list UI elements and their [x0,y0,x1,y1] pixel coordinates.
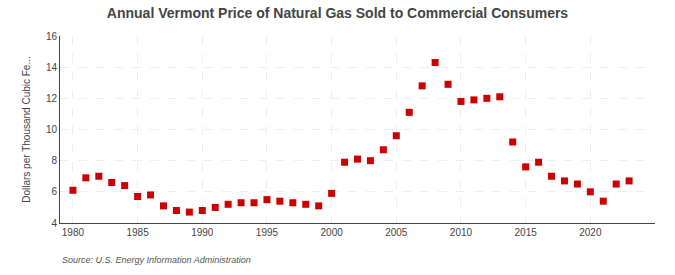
svg-text:2015: 2015 [515,227,538,238]
svg-text:14: 14 [46,62,58,73]
svg-text:Source: U.S. Energy Informatio: Source: U.S. Energy Information Administ… [62,255,251,265]
svg-text:1990: 1990 [191,227,214,238]
svg-text:10: 10 [46,124,58,135]
svg-text:16: 16 [46,31,58,42]
svg-text:2010: 2010 [450,227,473,238]
svg-text:2005: 2005 [385,227,408,238]
svg-text:1985: 1985 [126,227,149,238]
svg-text:Annual Vermont Price of Natura: Annual Vermont Price of Natural Gas Sold… [107,5,569,21]
svg-text:Dollars per Thousand Cubic Fe.: Dollars per Thousand Cubic Fe... [21,56,32,203]
svg-text:8: 8 [51,155,57,166]
svg-text:12: 12 [46,93,58,104]
svg-text:6: 6 [51,186,57,197]
svg-text:2020: 2020 [579,227,602,238]
svg-text:2000: 2000 [321,227,344,238]
svg-text:4: 4 [51,218,57,229]
svg-text:1980: 1980 [62,227,85,238]
svg-text:1995: 1995 [256,227,279,238]
